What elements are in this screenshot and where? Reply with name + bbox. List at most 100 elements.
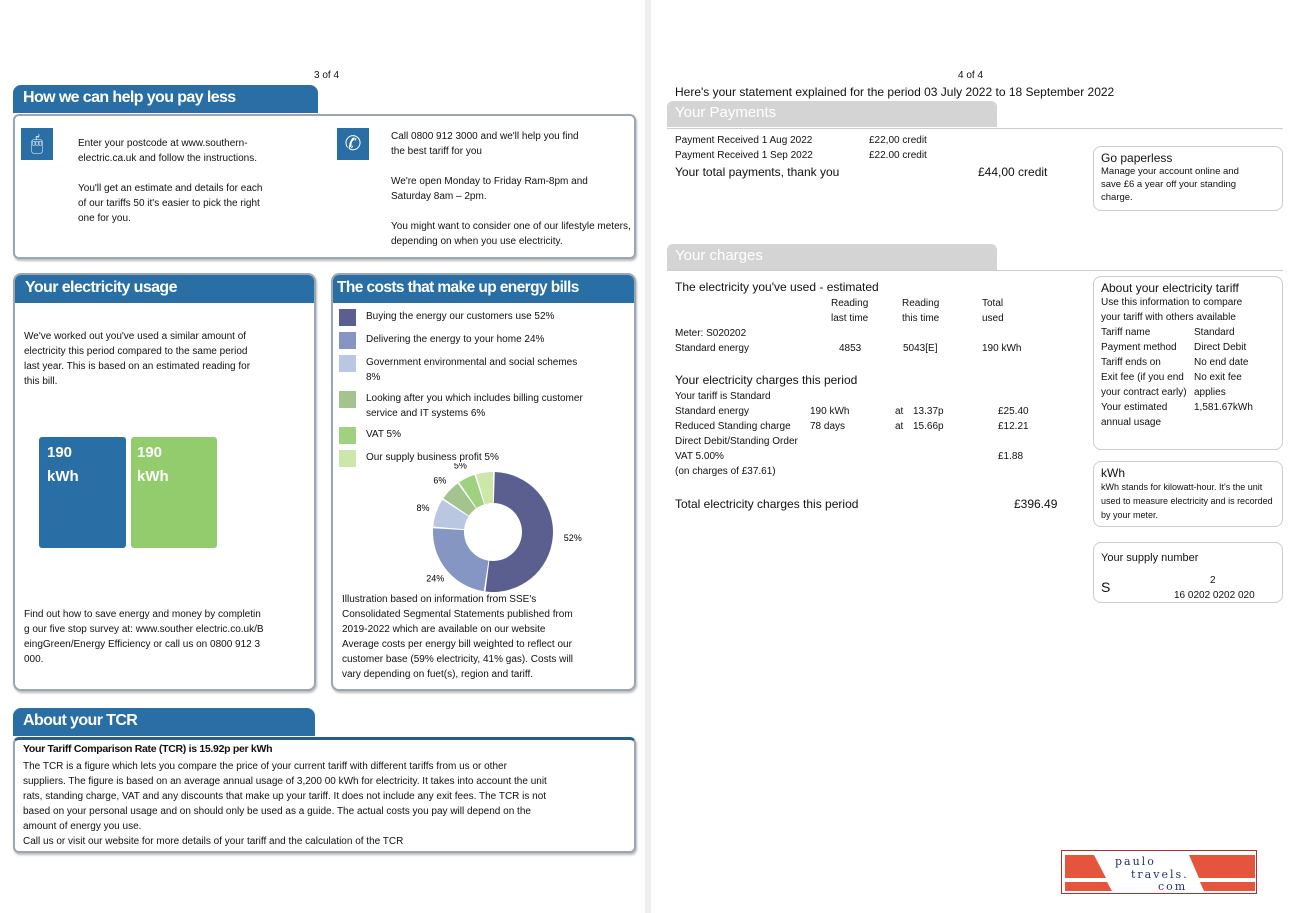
tariff-value: No end date bbox=[1194, 357, 1249, 368]
legend-swatch bbox=[339, 309, 356, 326]
charges-total-label: Total electricity charges this period bbox=[675, 497, 859, 511]
legend-item: Our supply business profit 5% bbox=[339, 450, 629, 467]
help-phone-p1: Call 0800 912 3000 and we'll help you fi… bbox=[391, 131, 579, 157]
charge-amount: £1.88 bbox=[998, 451, 1024, 462]
bar-unit: kWh bbox=[47, 468, 79, 485]
charge-qty: 78 days bbox=[810, 421, 846, 432]
tariff-intro: Use this information to compare your tar… bbox=[1101, 297, 1243, 323]
charges-table: Standard energy 190 kWh at 13.37p £25.40 Redu… bbox=[675, 404, 1029, 479]
charge-rate: 13.37p bbox=[913, 406, 944, 417]
charge-amount: £25.40 bbox=[998, 406, 1029, 417]
charge-row: Standard energy 190 kWh at 13.37p £25.40 bbox=[675, 404, 1029, 419]
legend-item: Government environmental and social sche… bbox=[339, 355, 629, 385]
costs-legend: Buying the energy our customers use 52% D… bbox=[339, 309, 629, 473]
tariff-table: Tariff name Standard Payment method Direct … bbox=[1101, 325, 1274, 430]
charge-label: (on charges of £37.61) bbox=[675, 466, 776, 477]
meter-id: Meter: S020202 bbox=[675, 328, 747, 339]
header-line: Total bbox=[982, 298, 1004, 309]
charge-amount: £12.21 bbox=[998, 421, 1029, 432]
legend-swatch bbox=[339, 427, 356, 444]
tariff-key: Exit fee (if you end your contract early… bbox=[1101, 372, 1187, 398]
tariff-row: Tariff name Standard bbox=[1101, 325, 1274, 340]
legend-swatch bbox=[339, 355, 356, 372]
payments-total: £44,00 credit bbox=[978, 165, 1048, 179]
payment-row: Payment Received 1 Aug 2022 £22,00 credit bbox=[675, 133, 927, 148]
donut-label: 5% bbox=[476, 463, 489, 464]
payment-amount: £22.00 credit bbox=[869, 150, 927, 161]
charge-rate bbox=[913, 434, 988, 449]
charge-at bbox=[895, 449, 913, 464]
mouse-icon: 🖱 bbox=[21, 128, 53, 160]
watermark-logo: paulo travels. com bbox=[1061, 850, 1257, 894]
charge-qty bbox=[810, 464, 895, 479]
legend-label: VAT 5% bbox=[366, 429, 402, 440]
reading-last: 4853 bbox=[839, 343, 862, 354]
legend-label: Our supply business profit 5% bbox=[366, 452, 499, 463]
charge-row: (on charges of £37.61) bbox=[675, 464, 1029, 479]
charge-amount bbox=[988, 434, 1029, 449]
charge-row: VAT 5.00% £1.88 bbox=[675, 449, 1029, 464]
bar-value: 190 bbox=[47, 444, 73, 461]
statement-period: Here's your statement explained for the … bbox=[675, 85, 1115, 99]
payments-total-label: Your total payments, thank you bbox=[675, 165, 840, 179]
help-phone-p2: We're open Monday to Friday Ram-8pm and … bbox=[391, 176, 588, 202]
tariff-row: Payment method Direct Debit bbox=[1101, 340, 1274, 355]
kwh-body: kWh stands for kilowatt-hour. It's the u… bbox=[1101, 482, 1273, 520]
legend-item: Looking after you which includes billing… bbox=[339, 391, 629, 421]
legend-item: VAT 5% bbox=[339, 427, 629, 444]
charge-rate bbox=[913, 464, 988, 479]
header-last: Reading last time bbox=[831, 296, 868, 326]
svg-text:travels.: travels. bbox=[1131, 868, 1189, 881]
header-line: this time bbox=[902, 313, 940, 324]
charge-label: VAT 5.00% bbox=[675, 451, 724, 462]
donut-slice bbox=[459, 474, 485, 509]
usage-bar-last-year: 190 kWh bbox=[39, 437, 126, 548]
help-title: How we can help you pay less bbox=[13, 85, 318, 113]
donut-label: 24% bbox=[426, 573, 444, 583]
donut-label: 52% bbox=[564, 533, 582, 543]
supply-box: Your supply number S 2 16 0202 0202 020 bbox=[1093, 542, 1283, 603]
donut-label: 6% bbox=[433, 476, 446, 486]
tariff-title: About your electricity tariff bbox=[1101, 281, 1239, 295]
help-box: 🖱 Enter your postcode at www.southern-el… bbox=[13, 114, 636, 259]
phone-icon: ✆ bbox=[337, 128, 369, 160]
costs-title: The costs that make up energy bills bbox=[333, 275, 634, 303]
charge-row: Direct Debit/Standing Order bbox=[675, 434, 1029, 449]
charge-label: Direct Debit/Standing Order bbox=[675, 436, 798, 447]
paperless-body: Manage your account online and save £6 a… bbox=[1101, 166, 1239, 203]
legend-label: Government environmental and social sche… bbox=[366, 357, 578, 383]
header-line: Reading bbox=[902, 298, 940, 309]
bar-unit: kWh bbox=[137, 468, 169, 485]
usage-box: Your electricity usage We've worked out … bbox=[13, 273, 316, 691]
charge-rate bbox=[913, 449, 988, 464]
charge-at: at bbox=[895, 421, 904, 432]
legend-swatch bbox=[339, 391, 356, 408]
charge-at: at bbox=[895, 406, 904, 417]
charge-at bbox=[895, 434, 913, 449]
payments-table: Payment Received 1 Aug 2022 £22,00 credit… bbox=[675, 133, 927, 163]
charge-label: Reduced Standing charge bbox=[675, 421, 791, 432]
tariff-value: Standard bbox=[1194, 327, 1235, 338]
tariff-line: Your tariff is Standard bbox=[675, 391, 771, 402]
tcr-title: About your TCR bbox=[13, 708, 315, 736]
reading-total: 190 kWh bbox=[982, 343, 1022, 354]
tariff-value: Direct Debit bbox=[1194, 342, 1247, 353]
charge-qty: 190 kWh bbox=[810, 406, 850, 417]
tariff-key: Tariff ends on bbox=[1101, 357, 1161, 368]
tcr-footer: Call us or visit our website for more de… bbox=[23, 836, 404, 847]
header-total: Total used bbox=[982, 296, 1004, 326]
tariff-row: Tariff ends on No end date bbox=[1101, 355, 1274, 370]
payment-label: Payment Received 1 Sep 2022 bbox=[675, 150, 813, 161]
kwh-box: kWh kWh stands for kilowatt-hour. It's t… bbox=[1093, 461, 1283, 527]
payment-amount: £22,00 credit bbox=[869, 135, 927, 146]
tariff-value: 1,581.67kWh bbox=[1194, 402, 1253, 413]
charge-qty bbox=[810, 434, 895, 449]
supply-number: 16 0202 0202 020 bbox=[1174, 590, 1255, 601]
paperless-box: Go paperless Manage your account online … bbox=[1093, 146, 1283, 211]
usage-title: Your electricity usage bbox=[15, 275, 314, 303]
costs-note: Illustration based on information from S… bbox=[342, 594, 574, 680]
header-line: used bbox=[982, 313, 1004, 324]
charges-title: Your charges bbox=[667, 244, 997, 270]
help-phone-p3: You might want to consider one of our li… bbox=[391, 221, 631, 247]
tariff-value: No exit fee applies bbox=[1194, 372, 1242, 398]
